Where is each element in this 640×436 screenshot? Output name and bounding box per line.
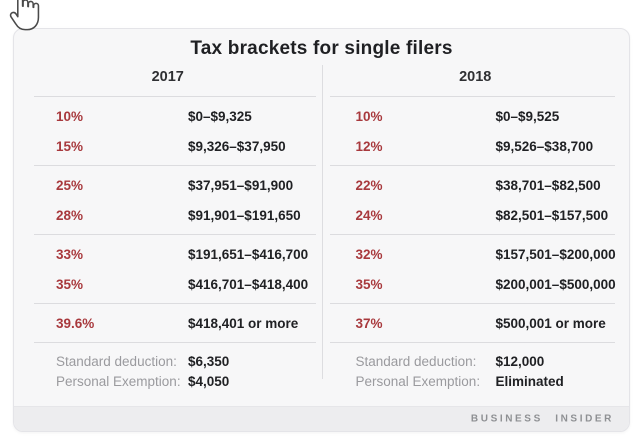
income-range: $200,001–$500,000 <box>495 276 616 292</box>
group-divider <box>34 165 316 166</box>
tax-rate: 12% <box>355 138 383 154</box>
tax-rate: 35% <box>355 276 383 292</box>
income-range: $9,526–$38,700 <box>495 138 594 154</box>
footnote-label: Standard deduction: <box>56 353 177 369</box>
group-divider <box>329 342 615 343</box>
bracket-group: 22% $38,701–$82,500 24% $82,501–$157,500 <box>322 166 630 234</box>
group-divider <box>34 234 316 235</box>
bracket-row: 15% $9,326–$37,950 <box>14 131 322 161</box>
bracket-row: 37% $500,001 or more <box>322 308 630 338</box>
income-range: $157,501–$200,000 <box>495 246 616 262</box>
footnote-value: $12,000 <box>495 353 545 369</box>
footnote-row: Standard deduction: $12,000 <box>322 351 630 371</box>
bracket-group: 32% $157,501–$200,000 35% $200,001–$500,… <box>322 235 630 303</box>
bracket-group: 10% $0–$9,525 12% $9,526–$38,700 <box>322 97 630 165</box>
year-header-2017: 2017 <box>151 69 184 85</box>
income-range: $416,701–$418,400 <box>188 276 309 292</box>
tax-rate: 28% <box>56 207 84 223</box>
bracket-row: 32% $157,501–$200,000 <box>322 239 630 269</box>
footer-bar: BUSINESS INSIDER <box>14 406 629 431</box>
bracket-row: 35% $416,701–$418,400 <box>14 269 322 299</box>
footnote-row: Personal Exemption: $4,050 <box>14 371 322 391</box>
income-range: $500,001 or more <box>495 315 606 331</box>
tax-rate: 10% <box>355 108 383 124</box>
income-range: $82,501–$157,500 <box>495 207 609 223</box>
group-divider <box>329 165 615 166</box>
bracket-row: 22% $38,701–$82,500 <box>322 170 630 200</box>
income-range: $37,951–$91,900 <box>188 177 294 193</box>
footnotes-2018: Standard deduction: $12,000 Personal Exe… <box>322 343 630 391</box>
income-range: $418,401 or more <box>188 315 299 331</box>
bracket-row: 25% $37,951–$91,900 <box>14 170 322 200</box>
tax-rate: 39.6% <box>56 315 95 331</box>
tax-rate: 33% <box>56 246 84 262</box>
header-divider <box>329 96 615 97</box>
tax-rate: 10% <box>56 108 84 124</box>
footnotes-2017: Standard deduction: $6,350 Personal Exem… <box>14 343 322 391</box>
income-range: $38,701–$82,500 <box>495 177 601 193</box>
income-range: $191,651–$416,700 <box>188 246 309 262</box>
footnote-value: $4,050 <box>188 373 230 389</box>
column-2017: 2017 10% $0–$9,325 15% $9,326–$37,950 25… <box>14 60 322 391</box>
footnote-label: Personal Exemption: <box>355 373 481 389</box>
footnote-value: $6,350 <box>188 353 230 369</box>
bracket-row: 33% $191,651–$416,700 <box>14 239 322 269</box>
tax-rate: 35% <box>56 276 84 292</box>
bracket-row: 10% $0–$9,525 <box>322 101 630 131</box>
income-range: $0–$9,325 <box>188 108 252 124</box>
bracket-row: 12% $9,526–$38,700 <box>322 131 630 161</box>
bracket-group: 39.6% $418,401 or more <box>14 304 322 342</box>
group-divider <box>34 303 316 304</box>
income-range: $9,326–$37,950 <box>188 138 286 154</box>
footnote-label: Personal Exemption: <box>56 373 181 389</box>
columns-container: 2017 10% $0–$9,325 15% $9,326–$37,950 25… <box>14 60 629 391</box>
hand-pointer-cursor <box>9 0 40 31</box>
tax-rate: 22% <box>355 177 383 193</box>
footnote-value: Eliminated <box>495 373 564 389</box>
chart-title: Tax brackets for single filers <box>190 38 453 59</box>
footnote-label: Standard deduction: <box>355 353 477 369</box>
bracket-row: 35% $200,001–$500,000 <box>322 269 630 299</box>
bracket-row: 24% $82,501–$157,500 <box>322 200 630 230</box>
tax-brackets-card: Tax brackets for single filers 2017 10% … <box>13 28 630 432</box>
income-range: $0–$9,525 <box>495 108 560 124</box>
header-divider <box>34 96 316 97</box>
group-divider <box>34 342 316 343</box>
bracket-row: 39.6% $418,401 or more <box>14 308 322 338</box>
tax-rate: 25% <box>56 177 84 193</box>
tax-rate: 37% <box>355 315 383 331</box>
income-range: $91,901–$191,650 <box>188 207 301 223</box>
footnote-row: Standard deduction: $6,350 <box>14 351 322 371</box>
bracket-group: 25% $37,951–$91,900 28% $91,901–$191,650 <box>14 166 322 234</box>
column-divider <box>321 65 323 379</box>
bracket-group: 10% $0–$9,325 15% $9,326–$37,950 <box>14 97 322 165</box>
tax-rate: 32% <box>355 246 383 262</box>
footnote-row: Personal Exemption: Eliminated <box>322 371 630 391</box>
tax-rate: 15% <box>56 138 84 154</box>
bracket-group: 33% $191,651–$416,700 35% $416,701–$418,… <box>14 235 322 303</box>
bracket-group: 37% $500,001 or more <box>322 304 630 342</box>
business-insider-logo: BUSINESS INSIDER <box>470 413 614 425</box>
tax-rate: 24% <box>355 207 383 223</box>
bracket-row: 28% $91,901–$191,650 <box>14 200 322 230</box>
bracket-row: 10% $0–$9,325 <box>14 101 322 131</box>
group-divider <box>329 234 615 235</box>
year-header-2018: 2018 <box>459 69 492 85</box>
group-divider <box>329 303 615 304</box>
column-2018: 2018 10% $0–$9,525 12% $9,526–$38,700 22… <box>322 60 630 391</box>
